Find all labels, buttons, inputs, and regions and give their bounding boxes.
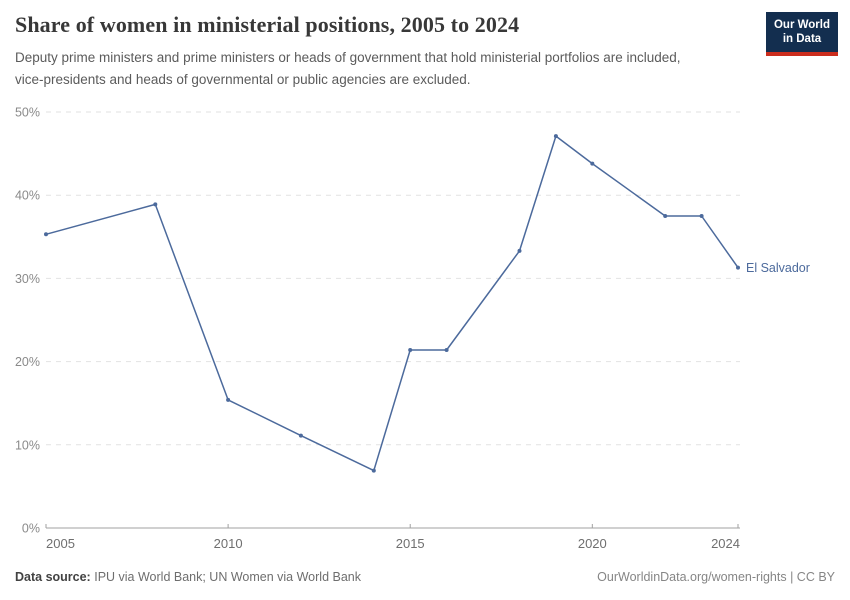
y-tick-label-50: 50% (15, 106, 40, 120)
series-end-label[interactable]: El Salvador (746, 261, 810, 275)
y-tick-label-40: 40% (15, 189, 40, 203)
data-point-2015[interactable] (408, 348, 413, 352)
data-source-text: IPU via World Bank; UN Women via World B… (94, 570, 361, 584)
x-tick-label-2010: 2010 (214, 536, 243, 551)
owid-logo-accent-bar (766, 51, 838, 56)
data-point-2016[interactable] (444, 348, 449, 352)
data-point-2024[interactable] (736, 265, 740, 270)
y-tick-label-10: 10% (15, 438, 40, 452)
owid-logo[interactable]: Our World in Data (766, 12, 838, 56)
data-point-2018[interactable] (517, 248, 522, 253)
data-point-2010[interactable] (226, 397, 231, 402)
data-line-el-salvador (45, 135, 739, 472)
line-chart: 0% 10% 20% 30% 40% 50% 2005 2010 2015 2020 2024 El … (15, 106, 810, 552)
data-point-2014[interactable] (371, 468, 376, 473)
data-point-2005[interactable] (44, 232, 48, 237)
owid-logo-line2: in Data (782, 33, 822, 46)
owid-logo-text: Our World in Data (766, 12, 838, 52)
y-tick-label-30: 30% (15, 272, 40, 286)
data-point-2008[interactable] (153, 202, 158, 207)
y-tick-label-0: 0% (22, 522, 40, 536)
data-point-2020[interactable] (590, 161, 595, 166)
attribution-link[interactable]: OurWorldinData.org/women-rights | CC BY (597, 570, 835, 584)
page-subtitle: Deputy prime ministers and prime ministe… (15, 50, 681, 87)
x-tick-label-2015: 2015 (396, 536, 425, 551)
data-source: Data source: IPU via World Bank; UN Wome… (15, 570, 361, 584)
chart-footer: Data source: IPU via World Bank; UN Wome… (15, 570, 835, 584)
data-point-2023[interactable] (699, 214, 704, 218)
data-point-2022[interactable] (663, 214, 668, 218)
data-point-2019[interactable] (553, 134, 558, 139)
chart-header: Share of women in ministerial positions,… (15, 12, 725, 90)
x-tick-label-2020: 2020 (578, 536, 607, 551)
data-point-2012[interactable] (298, 433, 303, 438)
x-tick-label-2024: 2024 (711, 536, 740, 551)
data-source-label: Data source: (15, 570, 91, 584)
page-title: Share of women in ministerial positions,… (15, 12, 520, 37)
y-tick-label-20: 20% (15, 355, 40, 369)
x-tick-label-2005: 2005 (46, 536, 75, 551)
owid-logo-line1: Our World (773, 19, 830, 31)
